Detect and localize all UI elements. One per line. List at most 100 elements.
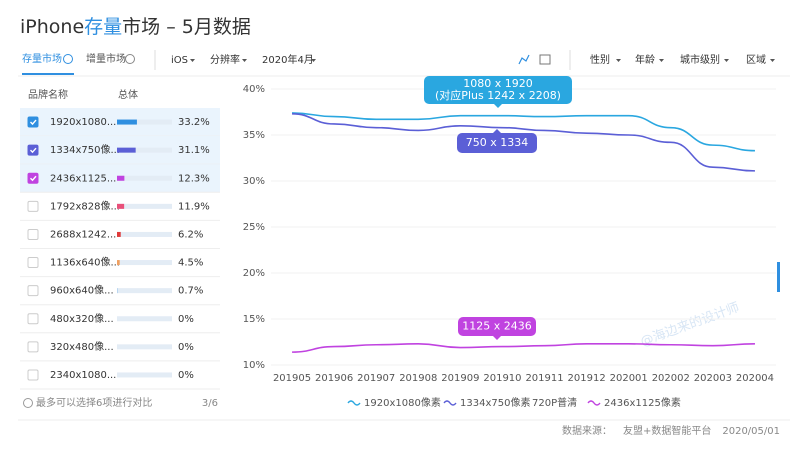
row-value: 0% [178, 314, 194, 325]
dropdown-arrow [190, 59, 195, 62]
row-bar [117, 175, 125, 181]
series-line [292, 112, 755, 152]
row-name: 2340x1080... [50, 370, 116, 381]
x-tick-label: 202002 [652, 373, 690, 384]
y-tick-label: 10% [243, 360, 265, 371]
annotation-box [457, 133, 537, 153]
annotation-text: 1080 x 1920 [463, 77, 533, 90]
tab[interactable]: 存量市场 [22, 52, 62, 65]
row-value: 0.7% [178, 286, 203, 297]
dropdown-arrow [242, 59, 247, 62]
column-header: 品牌名称 [28, 88, 68, 101]
row-bar [117, 147, 136, 153]
y-tick-label: 40% [243, 84, 265, 95]
x-tick-label: 202004 [736, 373, 774, 384]
checkbox[interactable] [27, 228, 39, 240]
x-tick-label: 201907 [357, 373, 395, 384]
row-value: 33.2% [178, 117, 210, 128]
row-value: 0% [178, 370, 194, 381]
title: iPhone存量市场 – 5月数据 [20, 16, 251, 38]
table-count: 3/6 [202, 398, 218, 409]
image-icon[interactable] [539, 54, 551, 65]
x-tick-label: 202003 [694, 373, 732, 384]
x-tick-label: 201910 [483, 373, 521, 384]
title-highlight: 存量 [84, 16, 122, 38]
checkbox[interactable] [27, 172, 39, 184]
table-note: 最多可以选择6项进行对比 [36, 396, 152, 409]
row-name: 1334x750像... [50, 144, 120, 156]
row-name: 480x320像... [50, 313, 114, 325]
row-name: 1136x640像... [50, 257, 120, 269]
row-bar [117, 119, 137, 125]
checkmark [30, 119, 37, 126]
filter[interactable]: 2020年4月 [262, 53, 314, 66]
annotation-text: 1125 x 2436 [462, 320, 532, 333]
filter[interactable]: 分辨率 [210, 53, 240, 66]
y-tick-label: 25% [243, 222, 265, 233]
x-tick-label: 201912 [568, 373, 606, 384]
checkbox[interactable] [27, 116, 39, 128]
checkmark [30, 175, 37, 182]
annotation-pointer [493, 129, 501, 133]
checkbox[interactable] [27, 257, 39, 269]
tab-underline [22, 73, 74, 75]
series-line [292, 113, 755, 172]
scroll-handle[interactable] [777, 262, 780, 292]
y-tick-label: 30% [243, 176, 265, 187]
filter[interactable]: iOS [171, 55, 188, 66]
row-value: 0% [178, 342, 194, 353]
bar-track [117, 260, 172, 266]
row-name: 320x480像... [50, 341, 114, 353]
info-icon [23, 398, 33, 408]
bar-track [117, 147, 172, 153]
footer-source: 友盟+数据智能平台 [623, 424, 711, 437]
legend-icon [587, 400, 601, 406]
bar-track [117, 372, 172, 378]
legend-label[interactable]: 1334x750像素 [460, 396, 530, 409]
footer-date: 2020/05/01 [722, 426, 780, 437]
bar-track [117, 231, 172, 237]
filter[interactable]: 性别 [590, 53, 610, 66]
checkbox[interactable] [27, 341, 39, 353]
help-icon [63, 54, 73, 64]
legend-label[interactable]: 1920x1080像素 [364, 396, 441, 409]
checkbox[interactable] [27, 369, 39, 381]
bar-track [117, 203, 172, 209]
checkbox[interactable] [27, 285, 39, 297]
legend-label[interactable]: 720P普清 [532, 396, 577, 409]
x-tick-label: 201906 [315, 373, 353, 384]
y-tick-label: 35% [243, 130, 265, 141]
filter[interactable]: 区域 [746, 53, 766, 66]
dropdown-arrow [724, 59, 729, 62]
legend-label[interactable]: 2436x1125像素 [604, 396, 681, 409]
filter[interactable]: 年龄 [635, 53, 655, 66]
checkbox[interactable] [27, 144, 39, 156]
checkbox[interactable] [27, 313, 39, 325]
annotation-pointer [493, 336, 501, 340]
y-tick-label: 15% [243, 314, 265, 325]
dropdown-arrow [311, 59, 316, 62]
bar-track [117, 119, 172, 125]
column-header: 总体 [118, 88, 138, 101]
checkmark [30, 147, 37, 154]
tab[interactable]: 增量市场 [86, 52, 126, 65]
legend-icon [443, 400, 457, 406]
series-line [292, 343, 755, 353]
bar-track [117, 288, 172, 294]
row-bar [117, 260, 120, 266]
row-value: 31.1% [178, 145, 210, 156]
line-icon[interactable] [518, 54, 530, 65]
x-tick-label: 201909 [441, 373, 479, 384]
annotation-text: (对应Plus 1242 x 2208) [435, 88, 561, 102]
chart-icon[interactable] [518, 54, 530, 65]
filter[interactable]: 城市级别 [680, 53, 720, 66]
watermark: @海边来的设计师 [638, 299, 741, 350]
dropdown-arrow [659, 59, 664, 62]
title-suffix: 市场 – 5月数据 [122, 16, 251, 38]
checkbox[interactable] [27, 200, 39, 212]
x-tick-label: 201905 [273, 373, 311, 384]
row-name: 1792x828像... [50, 200, 120, 212]
annotation-box [424, 76, 572, 104]
bar-track [117, 344, 172, 350]
